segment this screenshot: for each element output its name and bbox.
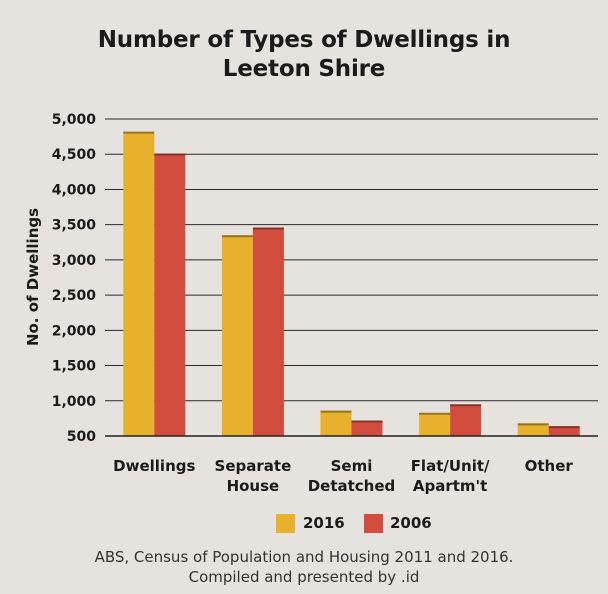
- y-tick-label: 2,500: [52, 288, 97, 304]
- bar-2006: [548, 426, 580, 436]
- y-tick-label: 500: [67, 429, 96, 445]
- legend-swatch-2006: [364, 514, 383, 533]
- bar-2016: [123, 131, 155, 436]
- y-tick-label: 2,000: [52, 323, 97, 339]
- y-tick-label: 4,000: [52, 182, 97, 198]
- bar-2006: [450, 404, 482, 436]
- source-note-line-1: ABS, Census of Population and Housing 20…: [94, 548, 514, 566]
- x-tick-label: Flat/Unit/: [411, 457, 490, 475]
- y-tick-label: 1,000: [52, 394, 97, 410]
- bar-2016: [320, 410, 352, 436]
- bar-2006: [351, 420, 383, 436]
- chart-title-line-1: Number of Types of Dwellings in: [97, 27, 511, 53]
- bar-2016: [419, 412, 451, 436]
- x-tick-label: Other: [525, 457, 574, 475]
- y-tick-label: 4,500: [52, 147, 97, 163]
- legend-swatch-2016: [276, 514, 295, 533]
- bar-2016: [221, 235, 253, 436]
- chart-title-line-2: Leeton Shire: [222, 56, 386, 82]
- x-tick-label: Separate: [215, 457, 292, 475]
- bar-2006: [252, 227, 284, 436]
- legend-label-2016: 2016: [303, 514, 345, 532]
- y-tick-label: 3,500: [52, 218, 97, 234]
- legend-label-2006: 2006: [390, 514, 432, 532]
- x-tick-label: Detatched: [308, 477, 396, 495]
- source-note-line-2: Compiled and presented by .id: [188, 568, 420, 586]
- bar-2016: [517, 423, 549, 436]
- y-tick-label: 3,000: [52, 253, 97, 269]
- bar-2006: [154, 153, 186, 437]
- x-tick-label: House: [227, 477, 280, 495]
- y-tick-label: 1,500: [52, 359, 97, 375]
- x-tick-label: Dwellings: [113, 457, 195, 475]
- y-tick-label: 5,000: [52, 112, 97, 128]
- x-tick-label: Semi: [331, 457, 373, 475]
- x-tick-label: Apartm't: [413, 477, 487, 495]
